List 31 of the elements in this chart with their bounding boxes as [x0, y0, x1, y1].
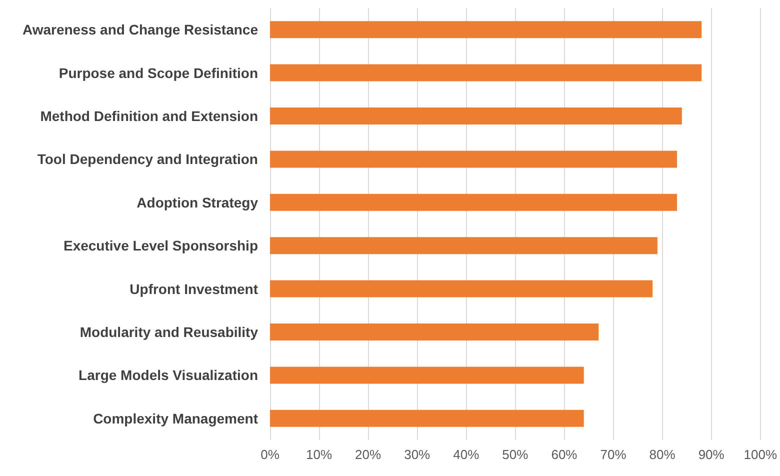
x-tick-label: 100%: [744, 447, 778, 462]
y-tick-label: Purpose and Scope Definition: [58, 64, 258, 81]
x-tick-label: 40%: [453, 447, 480, 462]
bar: [270, 194, 678, 211]
y-tick-label: Modularity and Reusability: [80, 324, 258, 340]
y-tick-label: Upfront Investment: [130, 280, 258, 297]
bar: [270, 237, 658, 254]
y-tick-label: Adoption Strategy: [136, 194, 258, 210]
bar: [270, 21, 702, 38]
x-tick-label: 70%: [600, 447, 627, 462]
bar: [270, 280, 652, 298]
bar: [270, 150, 678, 168]
y-tick-label: Tool Dependency and Integration: [37, 151, 258, 168]
y-tick-label: Complexity Management: [93, 410, 258, 426]
y-tick-label: Executive Level Sponsorship: [63, 238, 258, 254]
x-tick-label: 80%: [649, 447, 676, 462]
x-tick-label: 50%: [502, 447, 529, 462]
y-tick-label: Method Definition and Extension: [40, 108, 258, 124]
y-tick-label: Large Models Visualization: [78, 367, 258, 384]
x-tick-label: 90%: [698, 447, 725, 462]
bar: [270, 64, 702, 82]
y-tick-label: Awareness and Change Resistance: [22, 22, 258, 38]
x-tick-label: 60%: [551, 447, 578, 462]
bar: [270, 366, 584, 384]
x-tick-label: 10%: [306, 447, 332, 462]
bar: [270, 108, 682, 124]
bar: [270, 324, 599, 340]
x-tick-label: 0%: [260, 447, 280, 462]
x-tick-label: 30%: [404, 447, 431, 462]
x-tick-label: 20%: [355, 447, 382, 462]
bar: [270, 410, 584, 427]
